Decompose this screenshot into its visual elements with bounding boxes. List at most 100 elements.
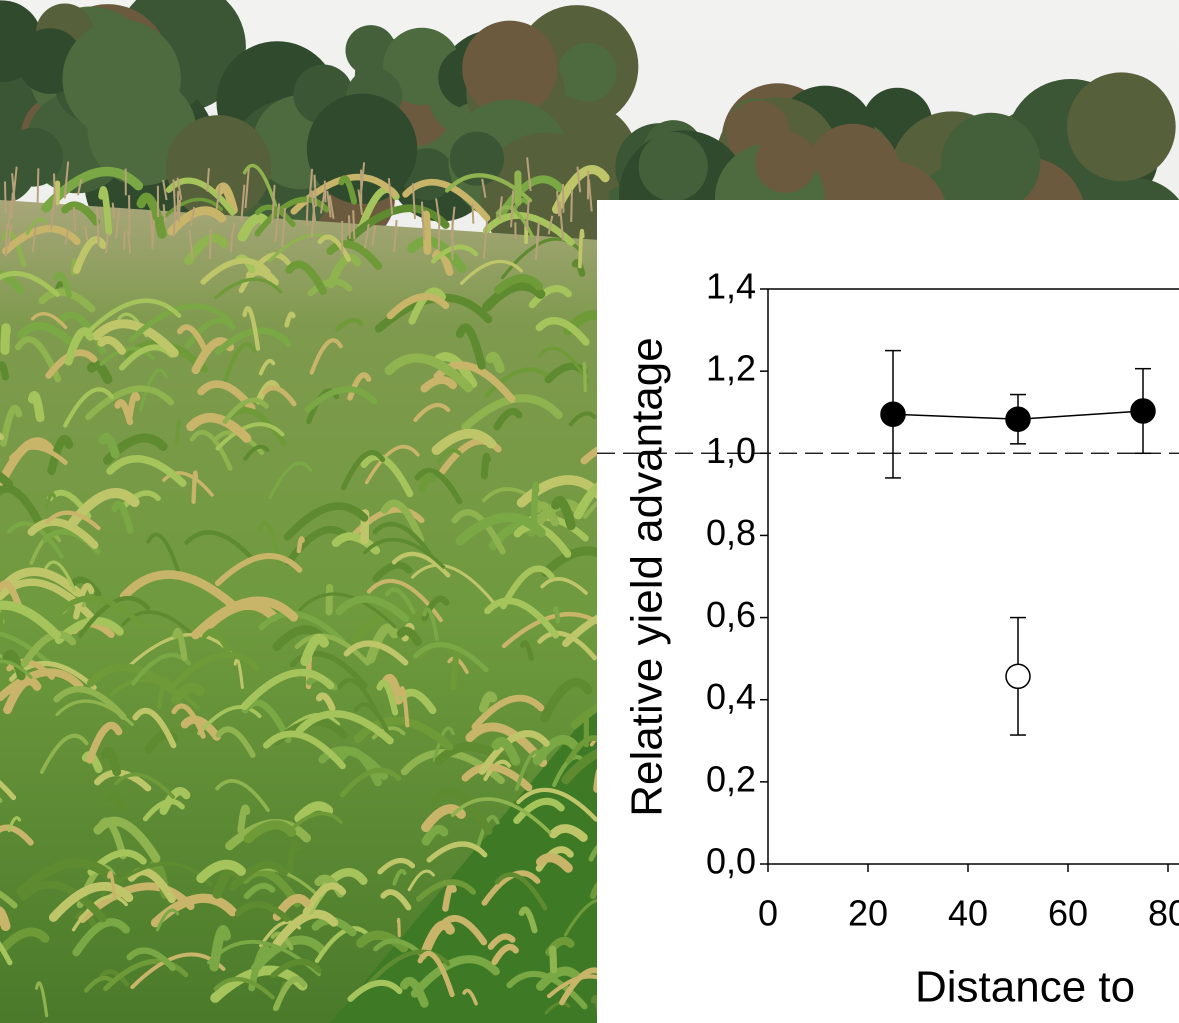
leaf [27, 391, 45, 423]
tassel [111, 202, 116, 218]
tassel [357, 189, 364, 216]
leaf [9, 444, 68, 465]
x-tick-label: 0 [758, 893, 778, 934]
leaf [519, 640, 534, 661]
leaf [71, 894, 128, 932]
leaf [159, 787, 191, 815]
leaf [347, 979, 403, 1002]
tassel [387, 178, 394, 215]
leaf [484, 367, 554, 399]
leaf [552, 606, 561, 624]
leaf [326, 240, 383, 271]
leaf [462, 988, 478, 1006]
leaf [296, 536, 305, 554]
leaf [339, 767, 402, 798]
leaf [242, 306, 261, 351]
tassel [363, 223, 370, 249]
leaf [107, 870, 117, 901]
leaf [63, 387, 115, 428]
tassel [305, 196, 309, 226]
leaf [421, 210, 432, 255]
leaf [353, 716, 454, 751]
tassel [393, 220, 398, 252]
leaf [384, 587, 416, 615]
tassel [271, 184, 276, 224]
point [1005, 663, 1031, 690]
leaf [0, 600, 61, 640]
tassel [72, 206, 77, 232]
leaf [364, 445, 420, 485]
tassel [319, 189, 326, 214]
leaf [528, 284, 573, 309]
leaf [270, 958, 323, 979]
tassel [534, 221, 540, 260]
leaf [285, 839, 301, 881]
tree-crown [1066, 72, 1176, 182]
point [880, 401, 906, 428]
leaf [422, 607, 439, 641]
tassel [471, 203, 475, 224]
leaf [138, 368, 169, 412]
leaf [353, 702, 391, 736]
leaf [128, 632, 233, 667]
leaf [491, 943, 519, 966]
leaf [535, 317, 590, 346]
leaf [171, 703, 206, 739]
leaf [482, 281, 546, 312]
leaf [73, 236, 107, 274]
tree-crown [306, 93, 418, 205]
leaf [518, 906, 538, 934]
leaf [426, 841, 488, 863]
leaf [55, 699, 134, 726]
leaf [537, 346, 590, 384]
leaf [285, 260, 327, 295]
tassel [206, 168, 210, 192]
leaf [0, 890, 18, 909]
tassel [50, 197, 56, 230]
leaf [493, 274, 544, 295]
leaf [286, 811, 343, 834]
leaf [417, 950, 455, 998]
leaf [335, 595, 410, 623]
leaf [109, 677, 201, 711]
tassel [498, 196, 503, 220]
leaf [99, 969, 130, 987]
tassel [313, 174, 317, 207]
tassel [76, 178, 83, 196]
tassel [95, 207, 100, 245]
leaf [421, 804, 466, 833]
tassel [149, 210, 154, 246]
leaf [255, 380, 280, 405]
tassel [371, 225, 377, 246]
leaf [167, 206, 227, 236]
leaf [471, 694, 545, 731]
leaf [430, 244, 479, 264]
leaf [156, 676, 171, 709]
leaf [121, 610, 192, 634]
leaf [315, 692, 336, 712]
leaf [126, 391, 141, 420]
leaf [493, 408, 523, 431]
tassel [274, 203, 281, 242]
leaf [0, 580, 22, 609]
leaf [415, 879, 477, 902]
leaf [455, 512, 546, 546]
leaf [20, 630, 77, 668]
leaf [214, 277, 283, 300]
leaf [16, 322, 73, 345]
leaf [338, 175, 358, 205]
tassel [64, 229, 69, 245]
leaf [0, 361, 10, 381]
leaf [0, 779, 17, 801]
leaf [215, 422, 285, 451]
leaf [44, 560, 76, 592]
leaf [184, 530, 257, 563]
tassel [308, 168, 314, 197]
leaf [380, 499, 425, 544]
leaf [289, 650, 368, 689]
leaf [146, 532, 182, 577]
leaf [268, 461, 313, 500]
leaf [386, 293, 450, 320]
leaf [371, 726, 406, 740]
y-tick-label: 0,0 [706, 841, 756, 882]
